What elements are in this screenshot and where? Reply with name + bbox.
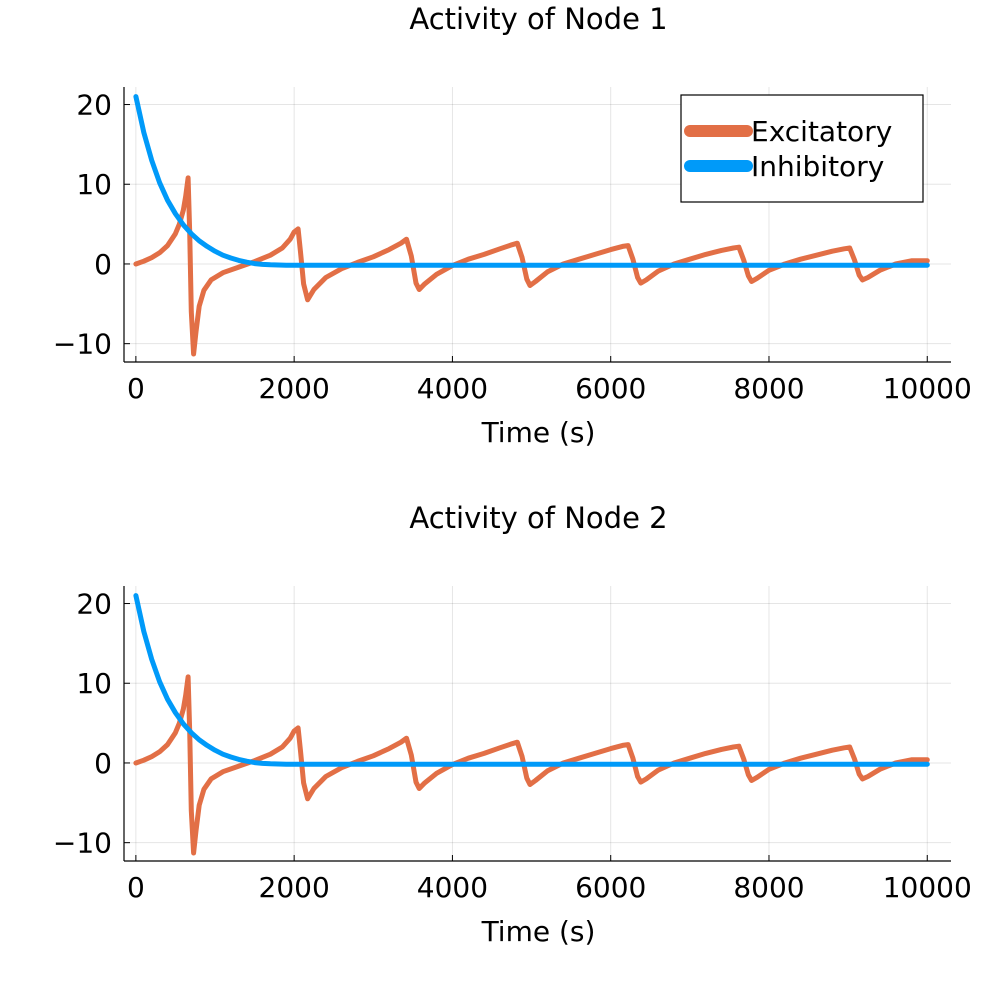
- legend-label: Excitatory: [751, 115, 892, 148]
- chart-title: Activity of Node 2: [409, 501, 667, 535]
- y-tick-label: 10: [76, 168, 112, 201]
- y-tick-label: −10: [53, 328, 112, 361]
- x-tick-label: 6000: [575, 372, 646, 405]
- x-axis-label: Time (s): [481, 416, 596, 449]
- series-line-inhibitory: [133, 94, 930, 268]
- y-tick-label: 20: [76, 89, 112, 122]
- x-tick-label: 0: [127, 871, 145, 904]
- y-tick-label: 0: [94, 747, 112, 780]
- x-tick-label: 2000: [259, 871, 330, 904]
- chart-title: Activity of Node 1: [409, 2, 667, 36]
- chart-panel-1: Activity of Node 1 0 2000 4000 6000 8000 10000…: [53, 2, 972, 449]
- x-tick-label: 2000: [259, 372, 330, 405]
- x-tick-label: 8000: [733, 372, 804, 405]
- series-line-inhibitory: [133, 593, 930, 767]
- x-tick-label: 6000: [575, 871, 646, 904]
- y-tick-label: 0: [94, 248, 112, 281]
- x-tick-label: 10000: [883, 372, 972, 405]
- series-line-excitatory: [133, 674, 930, 856]
- legend-box: [680, 94, 924, 203]
- x-tick-label: 4000: [417, 372, 488, 405]
- series-line-excitatory: [133, 175, 930, 357]
- x-tick-label: 8000: [733, 871, 804, 904]
- x-tick-label: 10000: [883, 871, 972, 904]
- legend-label: Inhibitory: [751, 150, 884, 183]
- x-tick-label: 4000: [417, 871, 488, 904]
- x-axis-label: Time (s): [481, 915, 596, 948]
- chart-panel-2: Activity of Node 2 0 2000 4000 6000 8000 10000…: [53, 501, 972, 948]
- x-tick-label: 0: [127, 372, 145, 405]
- y-tick-label: −10: [53, 827, 112, 860]
- y-tick-label: 10: [76, 667, 112, 700]
- y-tick-label: 20: [76, 588, 112, 621]
